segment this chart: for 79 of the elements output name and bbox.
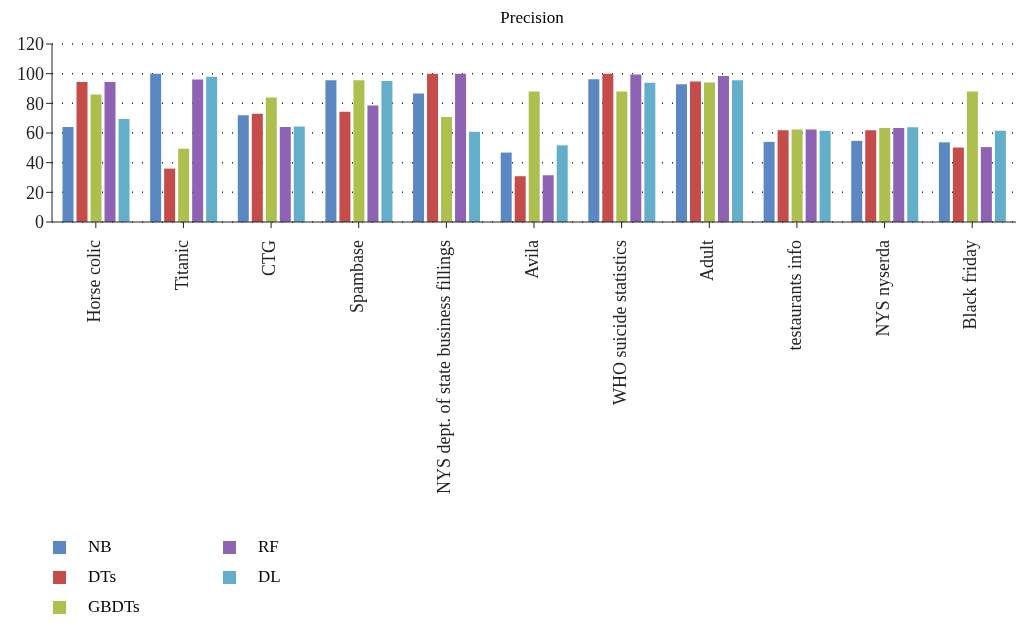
bar: [514, 176, 526, 222]
bar: [791, 129, 803, 222]
bar: [118, 118, 130, 222]
x-tick-label: testaurants info: [785, 240, 806, 351]
x-tick-label: Adult: [697, 240, 718, 282]
bar: [413, 93, 425, 222]
x-tick-label: Spambase: [346, 239, 367, 313]
bar: [893, 128, 905, 222]
y-tick-label: 0: [35, 212, 44, 233]
bar: [150, 73, 162, 222]
bar: [938, 142, 950, 222]
bar: [427, 73, 439, 222]
x-tick-label: Horse colic: [83, 239, 104, 323]
bar: [805, 129, 817, 222]
bar: [630, 74, 642, 222]
y-tick-label: 20: [26, 182, 44, 203]
bar: [325, 80, 337, 222]
bar: [675, 84, 687, 222]
bar: [381, 80, 393, 222]
legend-label: DL: [258, 567, 281, 587]
legend-label: DTs: [88, 567, 117, 587]
bar: [76, 82, 88, 222]
legend-label: RF: [258, 537, 279, 557]
bar: [777, 130, 789, 222]
y-tick-label: 80: [26, 93, 44, 114]
bar: [865, 130, 877, 222]
bar: [339, 111, 351, 222]
bar: [455, 73, 467, 222]
legend-label: GBDTs: [88, 597, 140, 617]
bar: [763, 141, 775, 222]
bar: [441, 116, 453, 222]
x-tick-label: CTG: [259, 240, 280, 276]
bar: [192, 79, 204, 222]
bar: [966, 91, 978, 222]
bar: [90, 94, 102, 222]
bar: [851, 140, 863, 222]
bar: [279, 127, 291, 222]
bar: [237, 115, 249, 222]
bar: [879, 128, 891, 222]
legend-label: NB: [88, 537, 112, 557]
x-tick-label: Titanic: [171, 239, 192, 291]
bar: [602, 73, 614, 222]
bar: [717, 75, 729, 222]
bar: [980, 147, 992, 222]
bar: [542, 175, 554, 222]
bar: [62, 127, 74, 222]
y-tick-label: 100: [17, 64, 44, 85]
bar: [353, 80, 365, 222]
bar: [164, 168, 176, 222]
y-tick-label: 40: [26, 153, 44, 174]
y-tick-label: 120: [17, 34, 44, 55]
bar: [178, 148, 190, 222]
bar: [556, 145, 568, 222]
bar: [819, 130, 831, 222]
bar: [588, 79, 600, 222]
bar: [994, 130, 1006, 222]
bar: [703, 82, 715, 222]
x-tick-label: Black friday: [960, 240, 981, 330]
bar: [265, 97, 277, 222]
bar: [251, 113, 263, 222]
y-tick-label: 60: [26, 123, 44, 144]
bar: [689, 81, 701, 222]
x-tick-label: WHO suicide statistics: [609, 240, 630, 405]
bar: [469, 131, 481, 222]
bar: [104, 82, 116, 222]
bar: [731, 80, 743, 222]
chart-title: Precision: [499, 8, 565, 29]
x-tick-label: NYS nyserda: [872, 240, 893, 337]
x-tick-label: Avila: [522, 239, 543, 279]
bar: [206, 76, 218, 222]
bar: [500, 152, 512, 222]
x-tick-label: NYS dept. of state business fillings: [434, 240, 455, 494]
bar: [907, 127, 919, 222]
bar: [293, 126, 305, 222]
bar: [616, 91, 628, 222]
bar: [528, 91, 540, 222]
bar: [367, 105, 379, 222]
bar: [952, 147, 964, 222]
bar: [644, 82, 656, 222]
